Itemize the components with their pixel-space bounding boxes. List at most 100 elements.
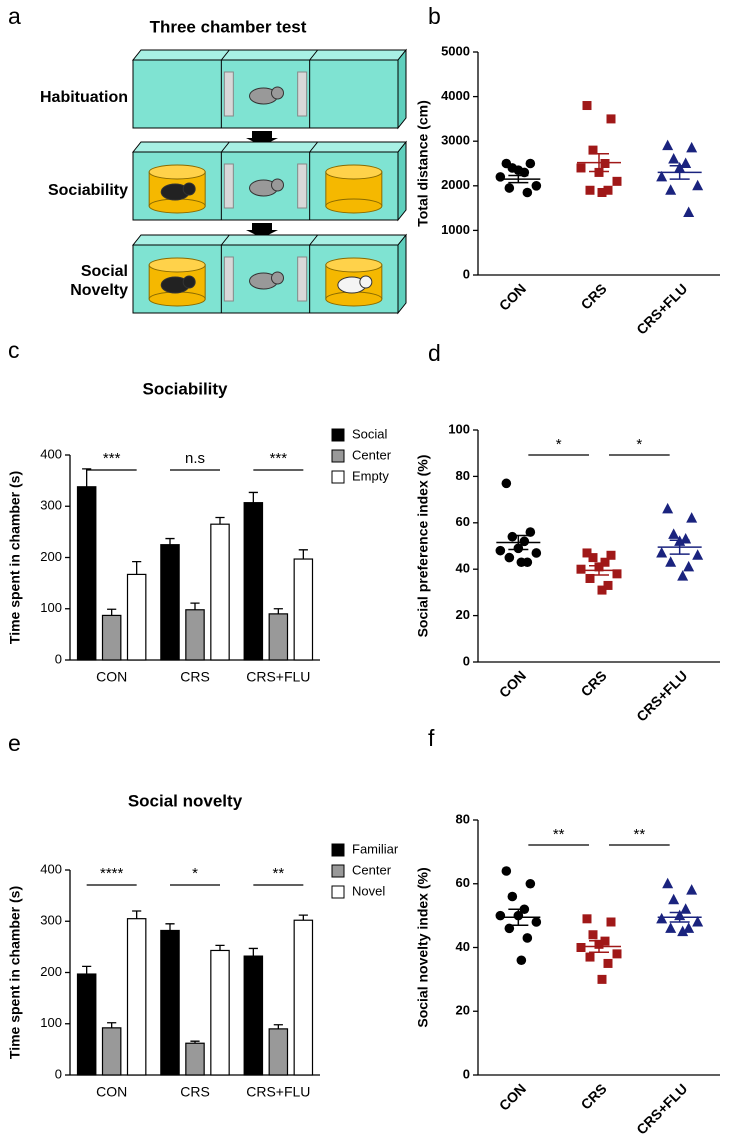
divider [309, 234, 319, 246]
point [504, 923, 515, 934]
bar [101, 1027, 122, 1076]
box-side [397, 48, 407, 130]
y-tick-label: 200 [40, 964, 62, 979]
point [612, 949, 622, 959]
bar [293, 558, 314, 661]
error-bar [215, 944, 225, 951]
point [686, 512, 698, 523]
y-axis-label: Social preference index (%) [415, 455, 431, 638]
panel-label: b [428, 3, 441, 29]
point [513, 165, 524, 175]
y-tick-label: 100 [40, 600, 62, 615]
y-tick-label: 80 [456, 811, 470, 826]
point [606, 114, 616, 124]
point [686, 141, 698, 153]
bar [293, 919, 314, 1076]
point [656, 912, 668, 924]
bar [101, 614, 122, 661]
point [576, 564, 586, 574]
point [507, 891, 518, 902]
y-tick-label: 100 [448, 421, 470, 436]
panel-label: d [428, 340, 441, 366]
door [297, 256, 308, 302]
point [597, 585, 607, 595]
error-bar [107, 608, 117, 616]
y-tick-label: 20 [456, 607, 470, 622]
divider [309, 49, 319, 61]
annotation: n.s [185, 450, 205, 467]
error-bar [132, 560, 142, 575]
error-bar [248, 491, 258, 503]
point [603, 185, 613, 195]
error-bar [190, 602, 200, 610]
door [223, 256, 234, 302]
error-bar [273, 608, 283, 614]
y-tick-label: 40 [456, 561, 470, 576]
point [692, 179, 704, 191]
point [495, 545, 506, 556]
panel-label: c [8, 337, 20, 363]
point [585, 185, 595, 195]
y-tick-label: 2000 [441, 177, 470, 192]
x-tick-label: CRS [578, 667, 610, 699]
point [686, 884, 698, 895]
point [576, 163, 586, 173]
y-tick-label: 200 [40, 549, 62, 564]
door [297, 71, 308, 117]
cylinder-base [148, 198, 206, 214]
legend-swatch [331, 428, 345, 442]
point [588, 930, 598, 940]
cylinder-base [325, 291, 383, 307]
x-tick-label: CRS [180, 1084, 210, 1100]
annotation: *** [103, 450, 121, 467]
y-tick-label: 0 [463, 266, 470, 281]
y-tick-label: 400 [40, 446, 62, 461]
error-bar [508, 174, 529, 184]
point [597, 974, 607, 984]
bar [160, 929, 180, 1076]
x-tick-label: CRS+FLU [633, 1080, 690, 1137]
legend-label: Familiar [352, 841, 399, 856]
error-bar [215, 516, 225, 525]
x-tick-label: CRS [578, 1080, 610, 1112]
y-tick-label: 4000 [441, 88, 470, 103]
point [612, 176, 622, 186]
point [525, 878, 536, 889]
arrow [246, 131, 278, 146]
legend-swatch [331, 843, 345, 857]
y-tick-label: 400 [40, 861, 62, 876]
point [516, 955, 527, 966]
point [662, 139, 674, 151]
point [683, 206, 695, 218]
point [677, 570, 689, 581]
door [223, 163, 234, 209]
legend-label: Center [352, 447, 392, 462]
stage-label: Sociability [47, 182, 128, 199]
point [665, 922, 677, 933]
cylinder-top [325, 164, 383, 180]
point [656, 546, 668, 558]
point [612, 569, 622, 579]
annotation: **** [100, 865, 124, 882]
error-bar [165, 537, 175, 545]
bar [243, 502, 264, 661]
mouse-head [271, 271, 284, 285]
point [495, 172, 506, 182]
point [692, 916, 704, 927]
point [525, 527, 536, 537]
y-tick-label: 0 [55, 1066, 62, 1081]
arrow [246, 223, 278, 238]
bar [160, 544, 180, 661]
y-tick-label: 20 [456, 1003, 470, 1018]
error-bar [589, 564, 609, 576]
y-tick-label: 60 [456, 514, 470, 529]
error-bar [82, 965, 92, 975]
point [606, 550, 616, 560]
annotation: *** [270, 450, 288, 467]
point [576, 943, 586, 952]
error-bar [107, 1022, 117, 1028]
box-top [131, 49, 408, 61]
box-top [131, 141, 408, 153]
point [531, 181, 542, 191]
bar [185, 1042, 205, 1076]
